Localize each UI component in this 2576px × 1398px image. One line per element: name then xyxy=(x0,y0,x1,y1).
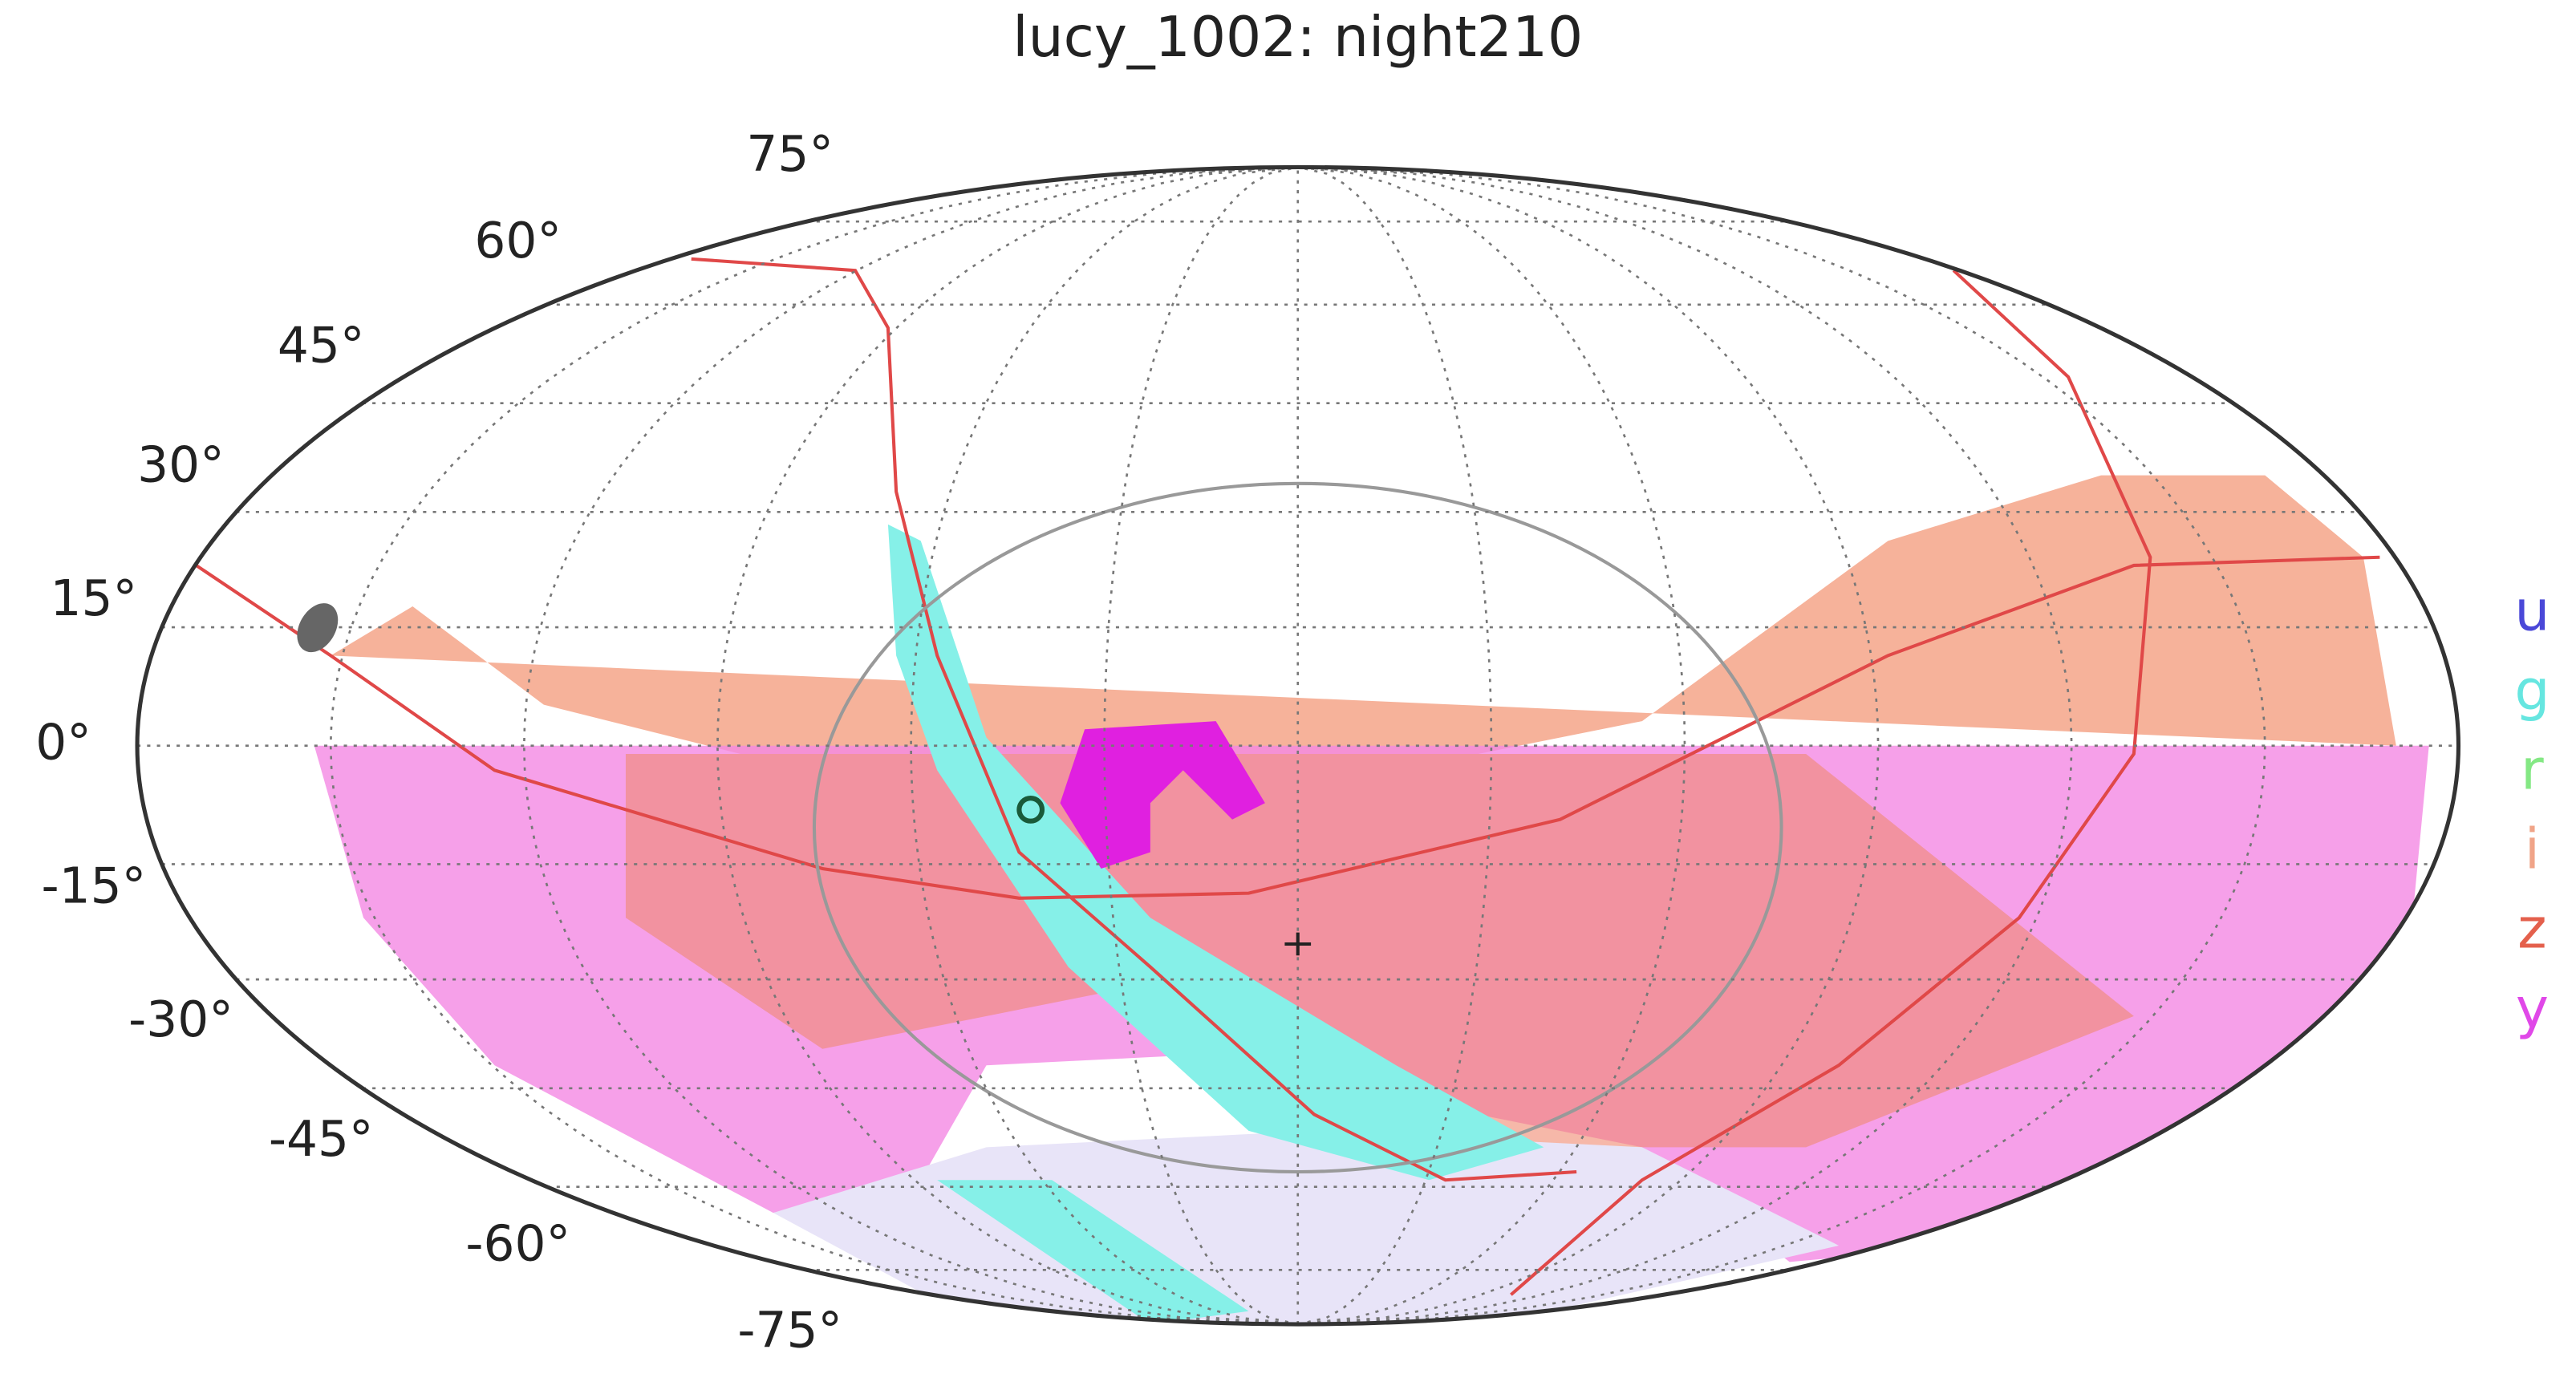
y-tick-label: 75° xyxy=(746,126,834,183)
legend-label: y xyxy=(2516,977,2549,1041)
chart: lucy_1002: night210 ugrizy 75° 60° 45° 30° 1… xyxy=(0,0,2576,1398)
legend-label: g xyxy=(2514,658,2550,723)
y-tick-label: -15° xyxy=(42,858,147,915)
y-tick-label: 60° xyxy=(474,213,562,269)
y-tick-label: -30° xyxy=(128,991,233,1048)
y-tick-label: -45° xyxy=(269,1111,374,1168)
page: lucy_1002: night210 ugrizy 75° 60° 45° 30° 1… xyxy=(0,0,2576,1398)
legend-label: i xyxy=(2525,818,2540,882)
y-tick-label: -60° xyxy=(465,1216,570,1273)
y-tick-label: 15° xyxy=(51,570,138,627)
legend-label: z xyxy=(2517,898,2546,962)
legend-label: r xyxy=(2521,739,2544,803)
y-tick-label: -75° xyxy=(737,1302,842,1359)
moon xyxy=(289,596,347,659)
y-tick-label: 45° xyxy=(278,318,365,375)
chart-title: lucy_1002: night210 xyxy=(1012,6,1583,70)
legend-label: u xyxy=(2514,579,2550,643)
coverage-area xyxy=(331,476,2396,754)
y-tick-label: 30° xyxy=(137,437,225,494)
y-tick-label: 0° xyxy=(35,714,91,771)
